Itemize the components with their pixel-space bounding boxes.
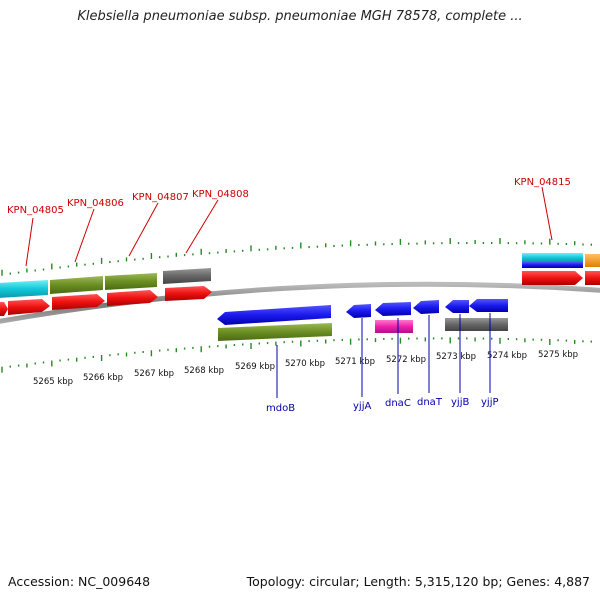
gene-name-label[interactable]: yjjP [481, 397, 499, 408]
cds-arrow-red[interactable] [522, 271, 583, 285]
cds-arrow-blue[interactable] [217, 305, 331, 325]
accession-text: Accession: NC_009648 [8, 574, 151, 589]
gene-name-label[interactable]: mdoB [266, 403, 295, 414]
cds-arrow-red[interactable] [165, 286, 212, 301]
gene-block-gray[interactable] [163, 268, 211, 284]
gene-block-olive-2[interactable] [105, 273, 157, 290]
locus-tag-label[interactable]: KPN_04806 [67, 198, 124, 209]
locus-tag-label[interactable]: KPN_04807 [132, 192, 189, 203]
cds-arrow-red[interactable] [0, 302, 8, 316]
cds-arrow-blue[interactable] [375, 302, 411, 316]
cds-arrow-blue[interactable] [413, 300, 439, 314]
gene-block-blue-right[interactable] [522, 262, 583, 268]
forward-cds-track[interactable] [0, 271, 600, 316]
cds-arrow-red[interactable] [52, 294, 105, 310]
genome-backbone [0, 281, 600, 324]
upper-scale-ticks [1, 238, 592, 276]
kbp-label: 5268 kbp [184, 366, 224, 376]
kbp-label: 5272 kbp [386, 355, 426, 365]
genome-summary-text: Topology: circular; Length: 5,315,120 bp… [246, 574, 590, 589]
kbp-label: 5267 kbp [134, 369, 174, 379]
gene-block-cyan[interactable] [0, 280, 48, 298]
gene-block-magenta[interactable] [375, 320, 413, 333]
cds-arrow-blue[interactable] [469, 299, 508, 312]
gene-name-callouts[interactable]: mdoB yjjA dnaC dnaT yjjB yjjP [266, 313, 499, 414]
locus-tag-label[interactable]: KPN_04815 [514, 177, 571, 188]
reverse-gene-track[interactable] [218, 318, 508, 341]
kbp-label: 5273 kbp [436, 352, 476, 362]
locus-tag-callouts[interactable]: KPN_04805 KPN_04806 KPN_04807 KPN_04808 … [7, 177, 571, 267]
gene-name-label[interactable]: yjjB [451, 397, 469, 408]
forward-gene-track[interactable] [0, 253, 600, 298]
gene-block-gray-reverse-1[interactable] [445, 318, 477, 331]
kbp-label: 5265 kbp [33, 377, 73, 387]
gene-name-label[interactable]: yjjA [353, 401, 371, 412]
kbp-scale-labels: 5265 kbp 5266 kbp 5267 kbp 5268 kbp 5269… [33, 350, 578, 387]
kbp-label: 5266 kbp [83, 373, 123, 383]
locus-tag-label[interactable]: KPN_04805 [7, 205, 64, 216]
gene-name-label[interactable]: dnaT [417, 397, 443, 408]
kbp-label: 5270 kbp [285, 359, 325, 369]
gene-name-label[interactable]: dnaC [385, 398, 411, 409]
locus-tag-label[interactable]: KPN_04808 [192, 189, 249, 200]
gene-block-olive-reverse[interactable] [218, 323, 332, 341]
kbp-label: 5269 kbp [235, 362, 275, 372]
kbp-label: 5271 kbp [335, 357, 375, 367]
cds-arrow-red[interactable] [585, 271, 600, 285]
kbp-label: 5274 kbp [487, 351, 527, 361]
gene-block-cyan-right[interactable] [522, 253, 583, 262]
cds-arrow-blue[interactable] [346, 304, 371, 318]
kbp-label: 5275 kbp [538, 350, 578, 360]
reverse-cds-track[interactable] [217, 299, 508, 325]
gene-block-gray-reverse-2[interactable] [477, 318, 508, 331]
gene-block-orange-right[interactable] [585, 254, 600, 267]
lower-scale-ticks [1, 337, 592, 373]
cds-arrow-blue[interactable] [445, 300, 469, 313]
gene-block-olive-1[interactable] [50, 276, 103, 294]
cds-arrow-red[interactable] [107, 290, 158, 306]
map-title: Klebsiella pneumoniae subsp. pneumoniae … [77, 9, 523, 24]
cds-arrow-red[interactable] [8, 299, 50, 315]
